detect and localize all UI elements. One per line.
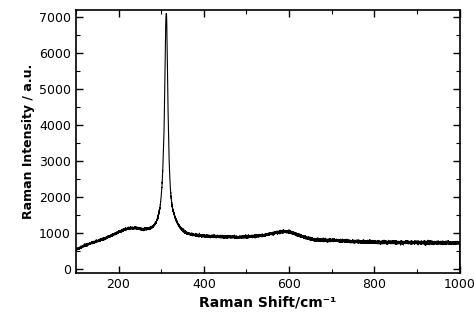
Y-axis label: Raman Intensity / a.u.: Raman Intensity / a.u. [22,64,35,219]
X-axis label: Raman Shift/cm⁻¹: Raman Shift/cm⁻¹ [199,295,337,309]
